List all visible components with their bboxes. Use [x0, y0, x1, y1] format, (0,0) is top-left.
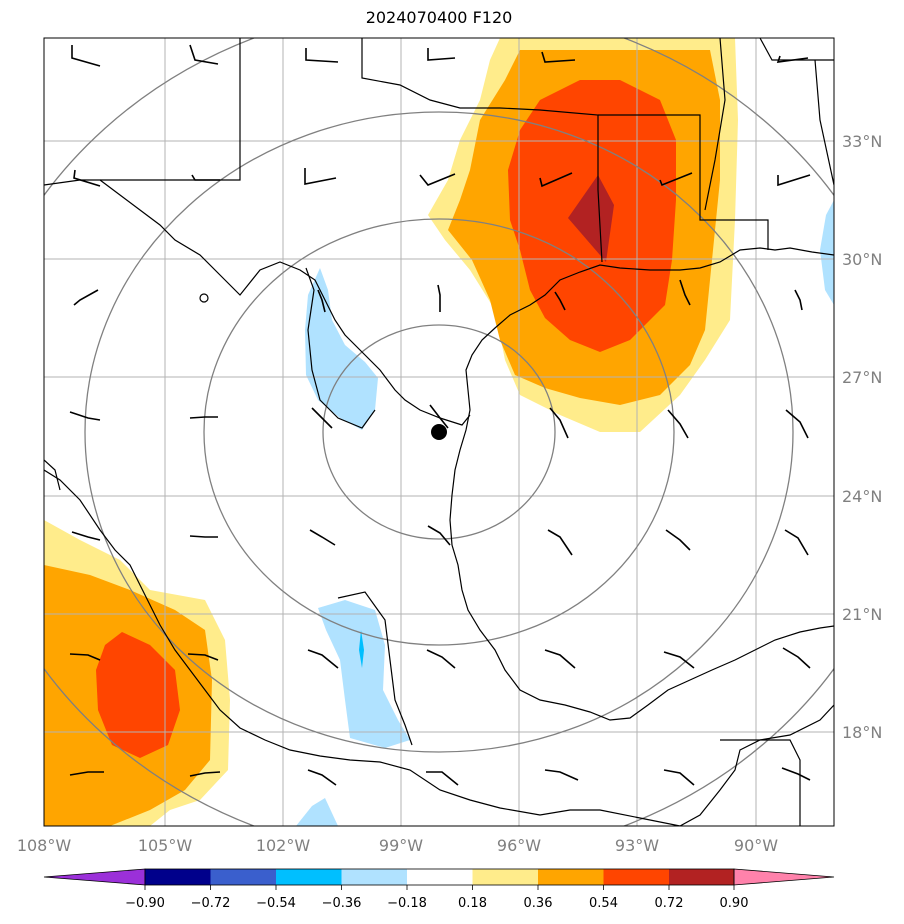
y-axis-ticks: 33°N 30°N 27°N 24°N 21°N 18°N: [842, 132, 882, 742]
x-tick-93w: 93°W: [615, 836, 659, 855]
x-tick-108w: 108°W: [17, 836, 72, 855]
colorbar-seg-8: [603, 869, 669, 885]
colorbar-seg-2: [210, 869, 276, 885]
gulf-coastline: [449, 247, 834, 721]
mexico-inland-border: [337, 591, 413, 746]
colorbar-label-4: −0.36: [322, 896, 362, 911]
east-border-2: [814, 59, 834, 186]
colorbar-label-3: −0.54: [256, 896, 296, 911]
colorbar-seg-3: [276, 869, 342, 885]
x-tick-99w: 99°W: [379, 836, 423, 855]
range-ring-3: [84, 111, 794, 753]
range-ring-2: [203, 218, 675, 646]
colorbar-label-7: 0.36: [524, 896, 553, 911]
colorbar-label-8: 0.54: [589, 896, 618, 911]
pacific-coastline: [44, 469, 681, 826]
range-ring-1: [322, 324, 556, 540]
range-rings: [44, 38, 834, 826]
map-title: 2024070400 F120: [365, 8, 513, 27]
y-tick-33n: 33°N: [842, 132, 882, 151]
colorbar-label-9: 0.72: [655, 896, 684, 911]
colorbar-label-6: 0.18: [458, 896, 487, 911]
arkansas-mississippi: [704, 38, 726, 211]
x-tick-102w: 102°W: [256, 836, 311, 855]
colorbar-extend-low: [43, 868, 146, 886]
y-tick-18n: 18°N: [842, 723, 882, 742]
colorbar-label-10: 0.90: [720, 896, 749, 911]
positive-region-ne-level4: [568, 175, 614, 262]
anomaly-fills: [44, 38, 834, 826]
x-axis-ticks: 108°W 105°W 102°W 99°W 96°W 93°W 90°W: [17, 836, 778, 855]
baja-coastline: [44, 459, 61, 491]
colorbar-label-5: −0.18: [387, 896, 427, 911]
map-plot-area: [44, 38, 834, 826]
texas-lake: [305, 267, 376, 429]
oklahoma-border: [361, 38, 603, 263]
colorbar: −0.90 −0.72 −0.54 −0.36 −0.18 0.18 0.36 …: [43, 868, 835, 911]
east-border: [759, 38, 834, 61]
negative-region-south: [296, 798, 338, 826]
y-tick-24n: 24°N: [842, 487, 882, 506]
colorbar-seg-7: [538, 869, 604, 885]
louisiana-border: [598, 114, 769, 250]
lake-marker: [199, 293, 209, 303]
center-point-marker: [431, 424, 447, 440]
coastlines-borders: [44, 38, 834, 826]
colorbar-extend-high: [733, 868, 835, 886]
graticule: [44, 38, 834, 826]
colorbar-seg-9: [669, 869, 734, 885]
colorbar-seg-5: [407, 869, 473, 885]
y-tick-27n: 27°N: [842, 368, 882, 387]
colorbar-label-2: −0.72: [191, 896, 231, 911]
x-tick-90w: 90°W: [734, 836, 778, 855]
texas-north-border: [100, 38, 241, 181]
negative-region-east: [820, 200, 834, 305]
y-tick-30n: 30°N: [842, 250, 882, 269]
colorbar-frame: [144, 868, 735, 886]
positive-region-sw-level3: [96, 632, 180, 758]
colorbar-seg-1: [145, 869, 211, 885]
x-tick-96w: 96°W: [497, 836, 541, 855]
negative-region-mexico: [318, 600, 410, 748]
x-tick-105w: 105°W: [138, 836, 193, 855]
negative-region-texas: [305, 268, 378, 430]
yucatan-border: [720, 739, 801, 826]
y-tick-21n: 21°N: [842, 605, 882, 624]
yucatan-coast: [679, 704, 834, 826]
colorbar-seg-4: [341, 869, 407, 885]
colorbar-label-1: −0.90: [125, 896, 165, 911]
us-mexico-border: [44, 179, 471, 426]
colorbar-seg-6: [472, 869, 538, 885]
plot-frame: [43, 37, 835, 827]
negative-region-mexico-core: [359, 630, 364, 668]
wind-barbs: [69, 44, 811, 786]
